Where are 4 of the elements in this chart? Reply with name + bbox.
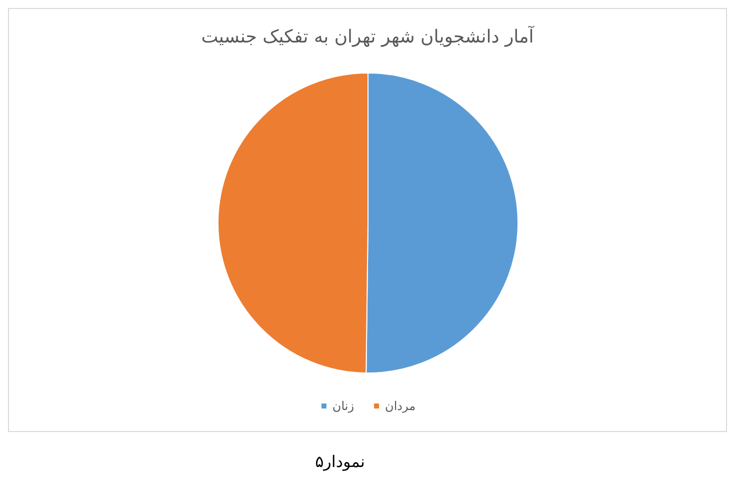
chart-title: آمار دانشجویان شهر تهران به تفکیک جنسیت [201, 26, 535, 48]
text: نمودار۵ [314, 452, 366, 471]
legend-label: مردان [385, 399, 416, 413]
legend-label: زنان [332, 399, 354, 413]
